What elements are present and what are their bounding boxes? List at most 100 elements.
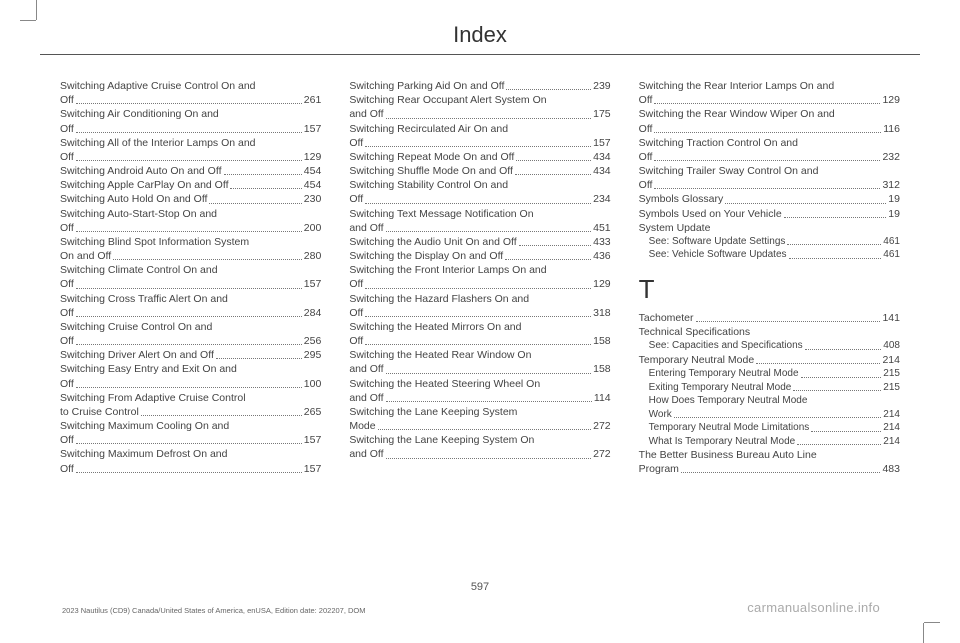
leader-dots — [386, 231, 592, 232]
index-entry-page: 157 — [593, 136, 611, 150]
leader-dots — [681, 472, 881, 473]
index-entry-label: On and Off — [60, 249, 111, 263]
index-entry-label: Mode — [349, 419, 375, 433]
index-entry-line: Switching Rear Occupant Alert System On — [349, 93, 610, 107]
index-entry: and Off158 — [349, 362, 610, 376]
page-number: 597 — [40, 581, 920, 593]
index-entry: and Off175 — [349, 107, 610, 121]
index-entry-label: Off — [349, 192, 363, 206]
index-entry-line: The Better Business Bureau Auto Line — [639, 448, 900, 462]
leader-dots — [141, 415, 302, 416]
index-entry-line: Switching Text Message Notification On — [349, 207, 610, 221]
index-entry-line: Switching the Rear Interior Lamps On and — [639, 79, 900, 93]
index-entry-label: Symbols Used on Your Vehicle — [639, 207, 782, 221]
leader-dots — [519, 245, 591, 246]
leader-dots — [365, 203, 591, 204]
index-column: Switching Adaptive Cruise Control On and… — [60, 79, 321, 476]
index-entry-label: and Off — [349, 107, 383, 121]
index-entry: Off256 — [60, 334, 321, 348]
index-entry-line: Switching the Heated Rear Window On — [349, 348, 610, 362]
index-entry: Switching the Display On and Off 436 — [349, 249, 610, 263]
leader-dots — [516, 160, 591, 161]
index-entry-page: 214 — [882, 353, 900, 367]
index-entry-label: Switching Shuffle Mode On and Off — [349, 164, 513, 178]
index-entry-label: Temporary Neutral Mode Limitations — [649, 421, 810, 435]
index-entry-line: Switching Cross Traffic Alert On and — [60, 292, 321, 306]
index-entry: Switching Parking Aid On and Off239 — [349, 79, 610, 93]
leader-dots — [76, 443, 302, 444]
leader-dots — [506, 89, 591, 90]
leader-dots — [386, 401, 592, 402]
index-entry-page: 272 — [593, 419, 611, 433]
leader-dots — [674, 417, 881, 418]
index-entry: Off129 — [60, 150, 321, 164]
index-entry: Off116 — [639, 122, 900, 136]
leader-dots — [76, 344, 302, 345]
index-entry: Entering Temporary Neutral Mode215 — [639, 367, 900, 381]
index-entry-line: Switching Traction Control On and — [639, 136, 900, 150]
index-entry-label: to Cruise Control — [60, 405, 139, 419]
page-container: Index Switching Adaptive Cruise Control … — [40, 22, 920, 621]
index-entry-page: 272 — [593, 447, 611, 461]
index-entry-label: Switching the Display On and Off — [349, 249, 503, 263]
index-entry-label: Off — [60, 334, 74, 348]
index-entry: Off157 — [60, 277, 321, 291]
index-entry: Temporary Neutral Mode Limitations 214 — [639, 421, 900, 435]
leader-dots — [654, 160, 880, 161]
index-entry-label: Switching Apple CarPlay On and Off — [60, 178, 228, 192]
index-entry-line: Switching Auto-Start-Stop On and — [60, 207, 321, 221]
header-rule — [40, 54, 920, 55]
index-entry-label: See: Capacities and Specifications — [649, 339, 803, 353]
index-entry: Off200 — [60, 221, 321, 235]
index-entry-label: See: Software Update Settings — [649, 235, 786, 249]
index-entry: Off261 — [60, 93, 321, 107]
leader-dots — [801, 377, 882, 378]
index-entry: Work214 — [639, 408, 900, 422]
index-entry-label: See: Vehicle Software Updates — [649, 248, 787, 262]
index-entry-page: 114 — [594, 391, 611, 405]
index-entry-line: Switching the Heated Steering Wheel On — [349, 377, 610, 391]
leader-dots — [696, 321, 881, 322]
index-entry: Off157 — [60, 122, 321, 136]
index-entry-label: Off — [60, 150, 74, 164]
leader-dots — [230, 188, 301, 189]
index-entry-label: Off — [639, 122, 653, 136]
index-entry-label: and Off — [349, 221, 383, 235]
index-entry-page: 265 — [304, 405, 322, 419]
index-entry-page: 239 — [593, 79, 611, 93]
index-entry-page: 436 — [593, 249, 611, 263]
index-entry-page: 295 — [304, 348, 322, 362]
index-entry-line: How Does Temporary Neutral Mode — [639, 394, 900, 408]
index-entry-page: 215 — [883, 381, 900, 395]
index-entry-page: 280 — [304, 249, 322, 263]
index-entry-page: 157 — [304, 122, 322, 136]
index-entry-page: 19 — [888, 207, 900, 221]
index-entry-label: Off — [60, 306, 74, 320]
leader-dots — [365, 344, 591, 345]
index-entry-page: 318 — [593, 306, 611, 320]
index-entry-page: 157 — [304, 433, 322, 447]
index-entry: Tachometer141 — [639, 311, 900, 325]
index-entry-line: Switching Cruise Control On and — [60, 320, 321, 334]
index-entry-label: Off — [60, 93, 74, 107]
index-entry-label: Off — [60, 462, 74, 476]
leader-dots — [505, 259, 591, 260]
index-entry-page: 408 — [883, 339, 900, 353]
index-entry: Off100 — [60, 377, 321, 391]
leader-dots — [789, 258, 882, 259]
index-entry-label: Switching Repeat Mode On and Off — [349, 150, 514, 164]
index-entry-label: System Update — [639, 221, 711, 235]
index-entry-page: 433 — [593, 235, 611, 249]
index-entry-line: Switching Blind Spot Information System — [60, 235, 321, 249]
index-entry-label: Exiting Temporary Neutral Mode — [649, 381, 792, 395]
index-entry-label: Off — [60, 277, 74, 291]
index-entry: Symbols Glossary19 — [639, 192, 900, 206]
leader-dots — [224, 174, 302, 175]
leader-dots — [386, 373, 592, 374]
index-entry-line: Switching Air Conditioning On and — [60, 107, 321, 121]
index-entry-label: Tachometer — [639, 311, 694, 325]
index-entry-line: Switching Maximum Defrost On and — [60, 447, 321, 461]
index-entry-page: 214 — [883, 421, 900, 435]
index-entry-label: Temporary Neutral Mode — [639, 353, 755, 367]
index-entry-page: 232 — [882, 150, 900, 164]
